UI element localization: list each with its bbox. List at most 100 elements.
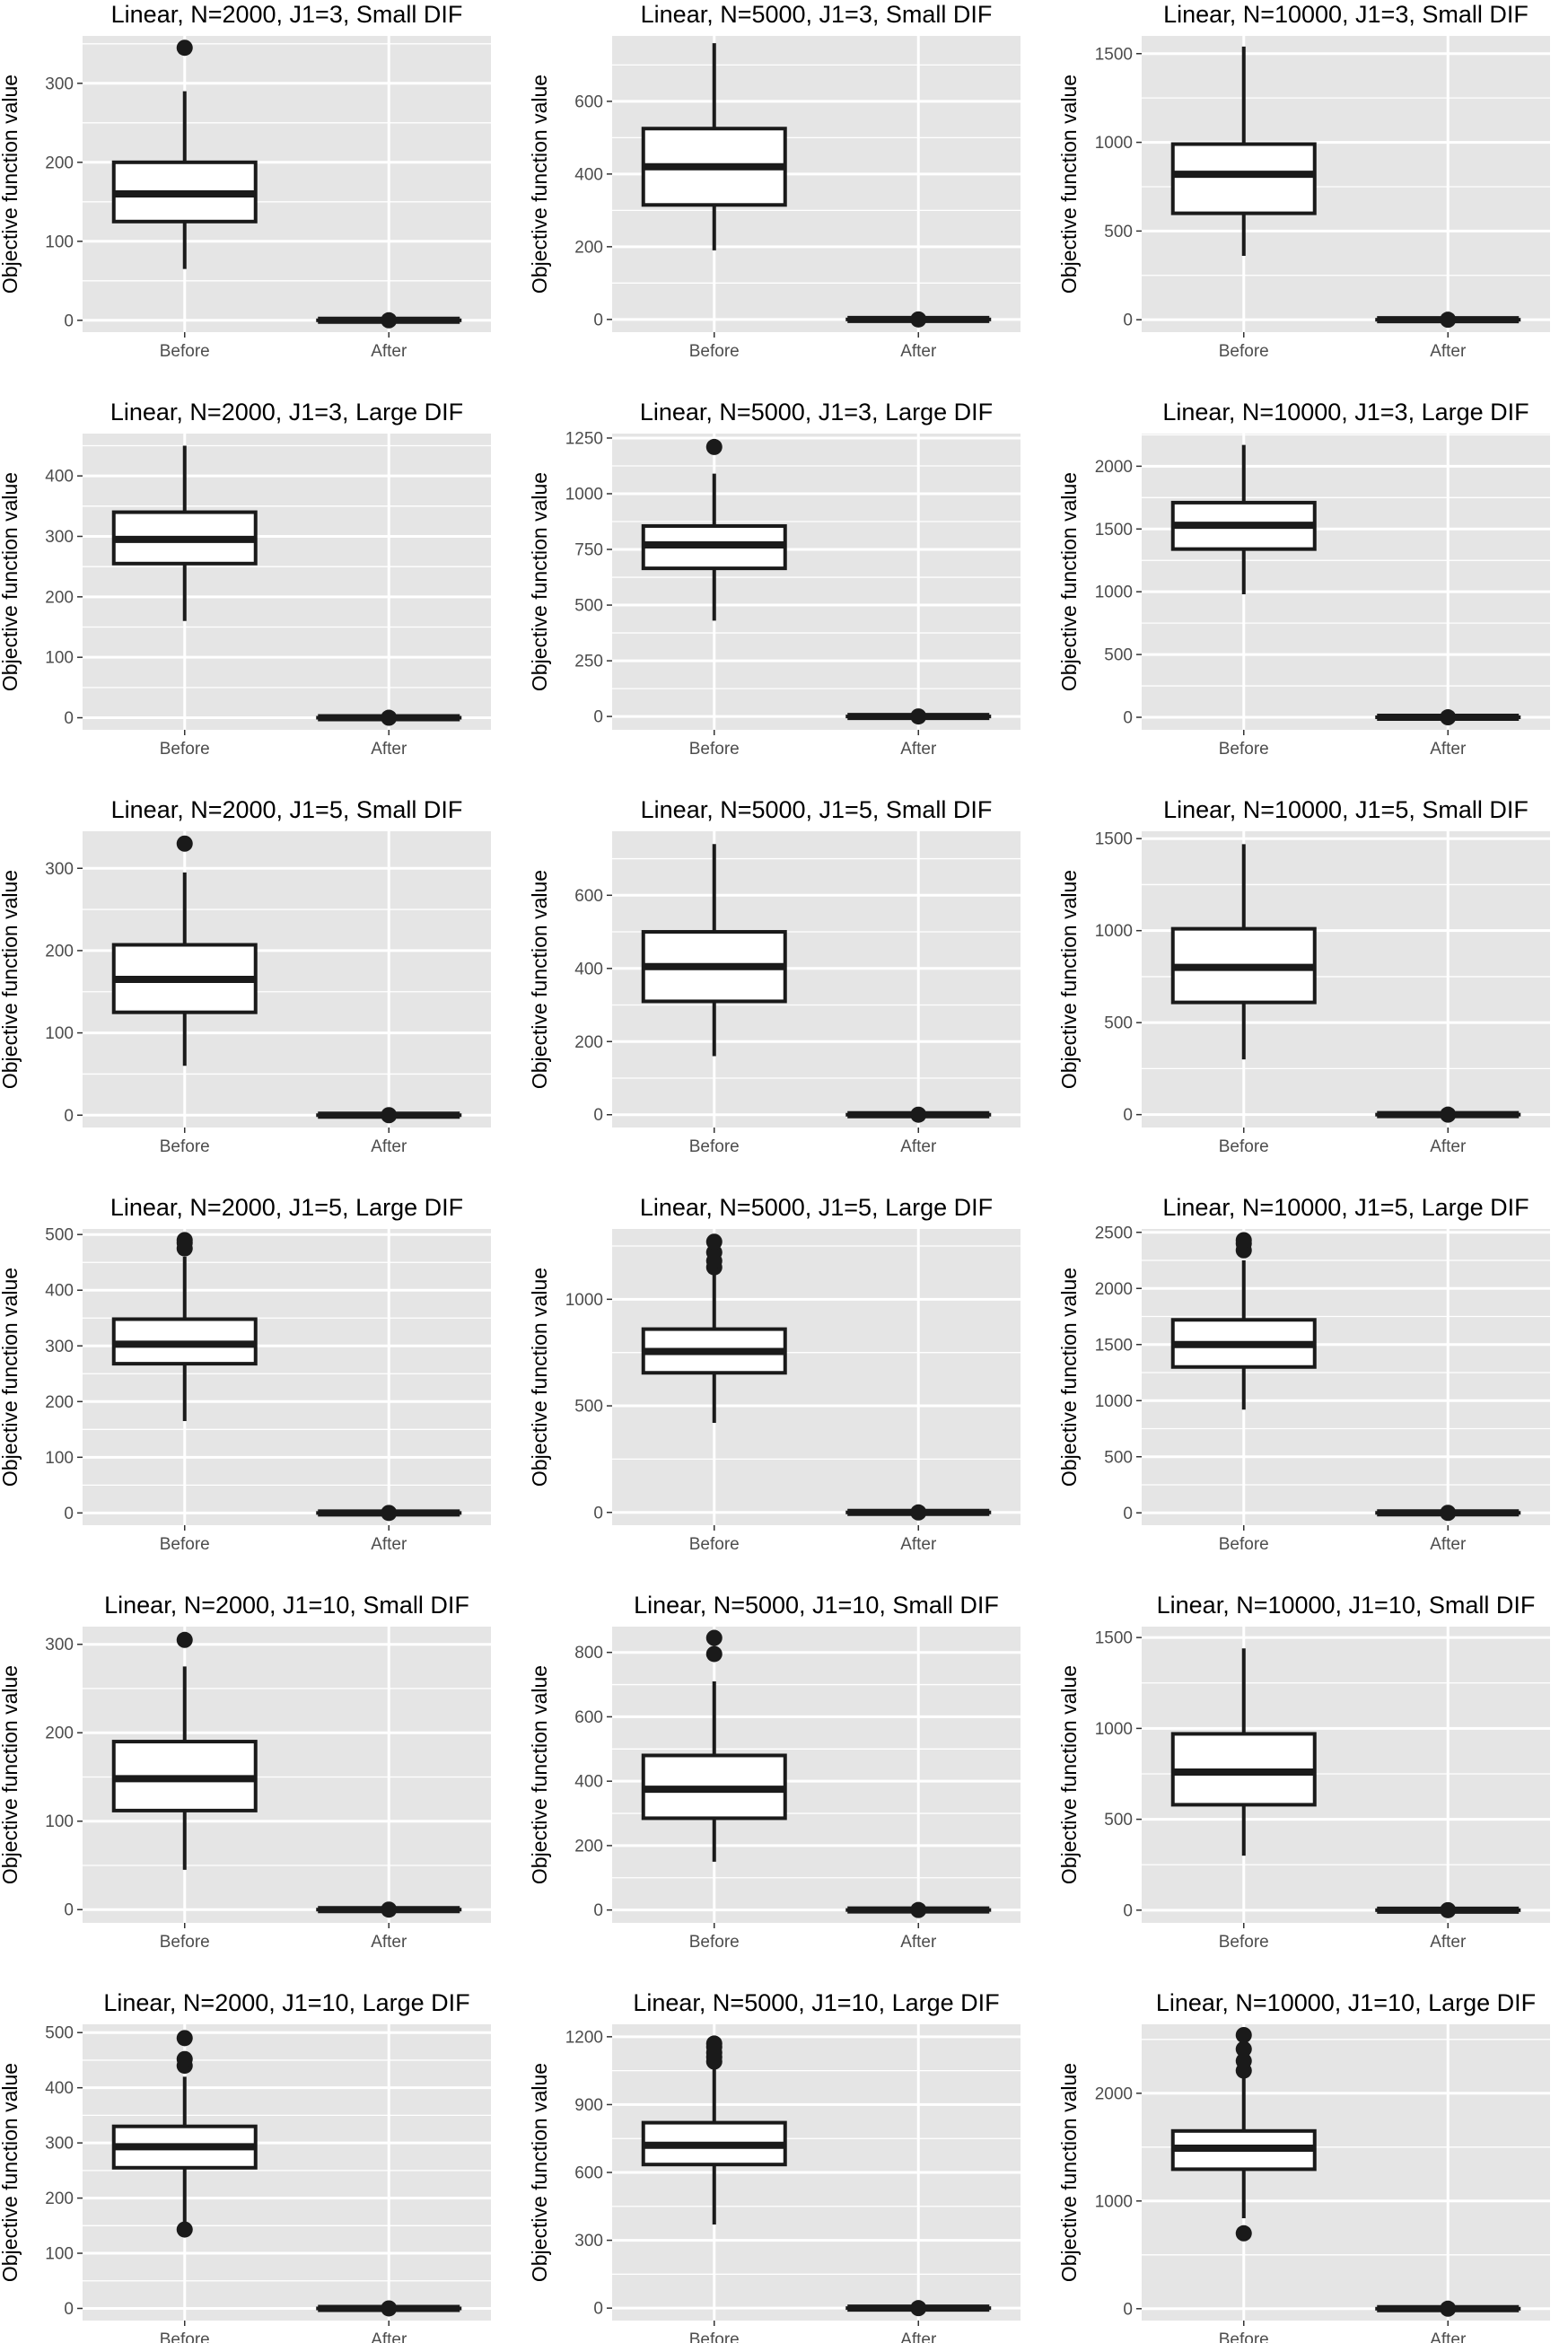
panel-title: Linear, N=5000, J1=10, Small DIF	[634, 1592, 999, 1619]
x-tick-label: Before	[1219, 1535, 1269, 1554]
x-tick-label: After	[900, 342, 937, 361]
panel-title: Linear, N=2000, J1=5, Large DIF	[110, 1194, 463, 1221]
outlier-point	[910, 1901, 927, 1918]
y-tick-label: 400	[574, 960, 603, 978]
y-tick-label: 0	[64, 1107, 74, 1126]
y-tick-label: 200	[45, 942, 74, 961]
facet-panel-10: Linear, N=2000, J1=5, Large DIF 0 100 200 30…	[0, 1194, 491, 1554]
outlier-point	[1440, 312, 1457, 329]
box-after	[845, 2300, 992, 2317]
y-axis-label: Objective function value	[0, 1665, 22, 1884]
y-axis-label: Objective function value	[1057, 1268, 1081, 1487]
outlier-point	[176, 1631, 193, 1648]
outlier-point	[1440, 1505, 1457, 1522]
facet-panel-4: Linear, N=2000, J1=3, Large DIF 0 100 200 30…	[0, 399, 491, 759]
y-tick-label: 1500	[1095, 1336, 1133, 1355]
y-tick-label: 500	[574, 1398, 603, 1417]
y-tick-label: 400	[574, 1773, 603, 1792]
box-before	[641, 438, 787, 621]
y-tick-label: 0	[593, 2300, 603, 2319]
x-tick-label: After	[371, 342, 407, 361]
box-after	[1375, 1901, 1521, 1918]
y-axis-label: Objective function value	[1057, 870, 1081, 1089]
y-tick-label: 0	[593, 311, 603, 329]
y-tick-label: 600	[574, 1708, 603, 1727]
y-tick-label: 300	[45, 75, 74, 93]
box-after	[316, 2300, 462, 2317]
y-tick-label: 250	[574, 653, 603, 671]
y-tick-label: 1000	[1095, 584, 1133, 602]
y-tick-label: 2500	[1095, 1224, 1133, 1242]
outlier-point	[176, 1232, 193, 1249]
outlier-point	[381, 2300, 398, 2317]
y-tick-label: 2000	[1095, 1280, 1133, 1299]
x-tick-label: After	[900, 740, 937, 759]
box-after	[845, 311, 992, 328]
y-tick-label: 100	[45, 2245, 74, 2264]
y-tick-label: 1500	[1095, 1629, 1133, 1648]
y-tick-label: 750	[574, 541, 603, 560]
outlier-point	[1440, 1901, 1457, 1918]
x-tick-label: Before	[689, 342, 740, 361]
panel-title: Linear, N=5000, J1=5, Small DIF	[641, 796, 993, 823]
box-before	[1170, 444, 1317, 594]
facet-panel-11: Linear, N=5000, J1=5, Large DIF 0 500 1000 B…	[528, 1194, 1021, 1554]
x-tick-label: After	[900, 1137, 937, 1156]
y-axis-label: Objective function value	[528, 2063, 551, 2282]
outlier-point	[381, 709, 398, 726]
y-tick-label: 300	[45, 2135, 74, 2154]
y-tick-label: 300	[45, 1636, 74, 1654]
outlier-point	[1440, 2300, 1457, 2317]
y-tick-label: 400	[574, 165, 603, 184]
panel-title: Linear, N=5000, J1=3, Small DIF	[641, 1, 993, 28]
y-tick-label: 100	[45, 1449, 74, 1468]
panel-title: Linear, N=10000, J1=5, Large DIF	[1162, 1194, 1529, 1221]
box-after	[1375, 312, 1521, 329]
y-tick-label: 200	[574, 1033, 603, 1052]
y-tick-label: 0	[64, 312, 74, 330]
box-before	[641, 844, 787, 1057]
box-after	[1375, 1106, 1521, 1123]
y-axis-label: Objective function value	[528, 1268, 551, 1487]
outlier-point	[705, 438, 723, 455]
y-tick-label: 200	[574, 238, 603, 257]
box-before	[1170, 1232, 1317, 1410]
x-tick-label: Before	[689, 2330, 740, 2343]
x-tick-label: After	[371, 2330, 407, 2343]
y-tick-label: 0	[64, 709, 74, 728]
y-tick-label: 0	[64, 1505, 74, 1523]
outlier-point	[705, 1645, 723, 1663]
y-tick-label: 300	[45, 1338, 74, 1356]
panel-title: Linear, N=2000, J1=10, Small DIF	[104, 1592, 469, 1619]
panel-title: Linear, N=10000, J1=10, Large DIF	[1156, 1989, 1536, 2016]
panel-title: Linear, N=10000, J1=10, Small DIF	[1157, 1592, 1536, 1619]
y-tick-label: 600	[574, 2164, 603, 2183]
outlier-point	[1235, 2027, 1252, 2043]
y-axis-label: Objective function value	[1057, 1665, 1081, 1884]
y-tick-label: 500	[574, 597, 603, 616]
panel-background	[612, 1229, 1021, 1525]
panel-title: Linear, N=5000, J1=10, Large DIF	[633, 1989, 999, 2016]
x-tick-label: Before	[1219, 1137, 1269, 1156]
box-after	[845, 708, 992, 725]
y-tick-label: 200	[45, 1393, 74, 1412]
y-tick-label: 200	[45, 154, 74, 172]
y-tick-label: 1000	[1095, 922, 1133, 941]
y-tick-label: 0	[1123, 1901, 1133, 1920]
box-after	[316, 1505, 462, 1522]
box-before	[1170, 844, 1317, 1060]
box-after	[316, 1901, 462, 1918]
panel-title: Linear, N=2000, J1=3, Large DIF	[110, 399, 463, 426]
facet-panel-3: Linear, N=10000, J1=3, Small DIF 0 500 1000…	[1057, 1, 1550, 361]
box-after	[316, 312, 462, 329]
y-tick-label: 600	[574, 92, 603, 111]
y-tick-label: 800	[574, 1644, 603, 1663]
y-tick-label: 100	[45, 233, 74, 251]
panel-background	[83, 434, 491, 730]
outlier-point	[176, 2050, 193, 2067]
panel-title: Linear, N=2000, J1=5, Small DIF	[111, 796, 463, 823]
y-axis-label: Objective function value	[528, 75, 551, 294]
y-tick-label: 200	[45, 1724, 74, 1743]
y-tick-label: 2000	[1095, 2084, 1133, 2103]
y-tick-label: 2000	[1095, 458, 1133, 477]
